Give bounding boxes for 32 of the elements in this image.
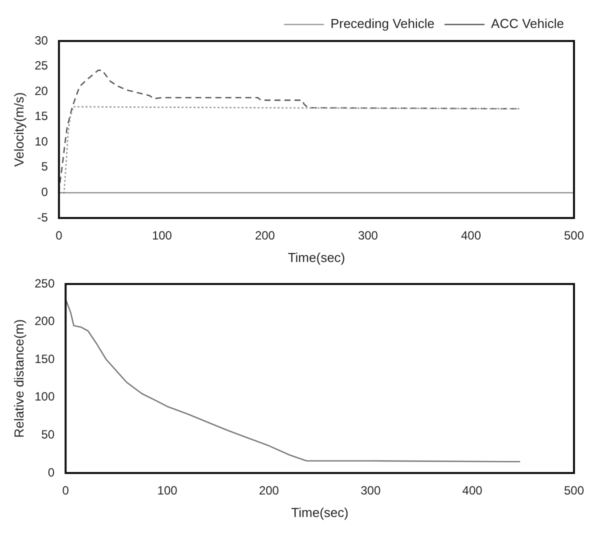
- y-tick-label: -5: [37, 210, 48, 224]
- y-axis-title: Relative distance(m): [11, 319, 26, 438]
- x-tick-label: 500: [564, 228, 584, 243]
- y-tick-label: 20: [34, 84, 48, 98]
- y-tick-label: 10: [34, 134, 48, 148]
- y-tick-label: 150: [34, 352, 55, 366]
- y-tick-label: 250: [34, 276, 55, 290]
- x-axis-title: Time(sec): [288, 250, 346, 265]
- x-tick-label: 500: [564, 484, 584, 498]
- line-series: [58, 106, 520, 194]
- x-tick-label: 400: [460, 228, 482, 243]
- y-tick-label: 15: [34, 109, 48, 124]
- x-tick-label: 300: [360, 484, 381, 498]
- x-tick-label: 100: [152, 228, 172, 243]
- x-axis-title: Time(sec): [291, 504, 348, 520]
- y-axis-title: Velocity(m/s): [11, 92, 26, 167]
- y-tick-label: 0: [48, 465, 55, 480]
- legend-label: ACC Vehicle: [491, 16, 564, 32]
- y-tick-label: 100: [34, 390, 55, 404]
- y-tick-label: 5: [41, 160, 48, 174]
- x-tick-label: 400: [462, 484, 483, 498]
- x-tick-label: 300: [358, 228, 378, 243]
- x-tick-label: 0: [62, 484, 70, 498]
- x-tick-label: 100: [157, 484, 178, 498]
- y-tick-label: 0: [41, 185, 48, 200]
- y-tick-label: 25: [34, 58, 48, 73]
- x-tick-label: 200: [258, 484, 280, 498]
- y-tick-label: 30: [34, 33, 48, 48]
- x-tick-label: 200: [254, 228, 276, 243]
- y-tick-label: 200: [34, 314, 55, 328]
- legend-label: Preceding Vehicle: [330, 16, 435, 32]
- y-tick-label: 50: [41, 428, 55, 442]
